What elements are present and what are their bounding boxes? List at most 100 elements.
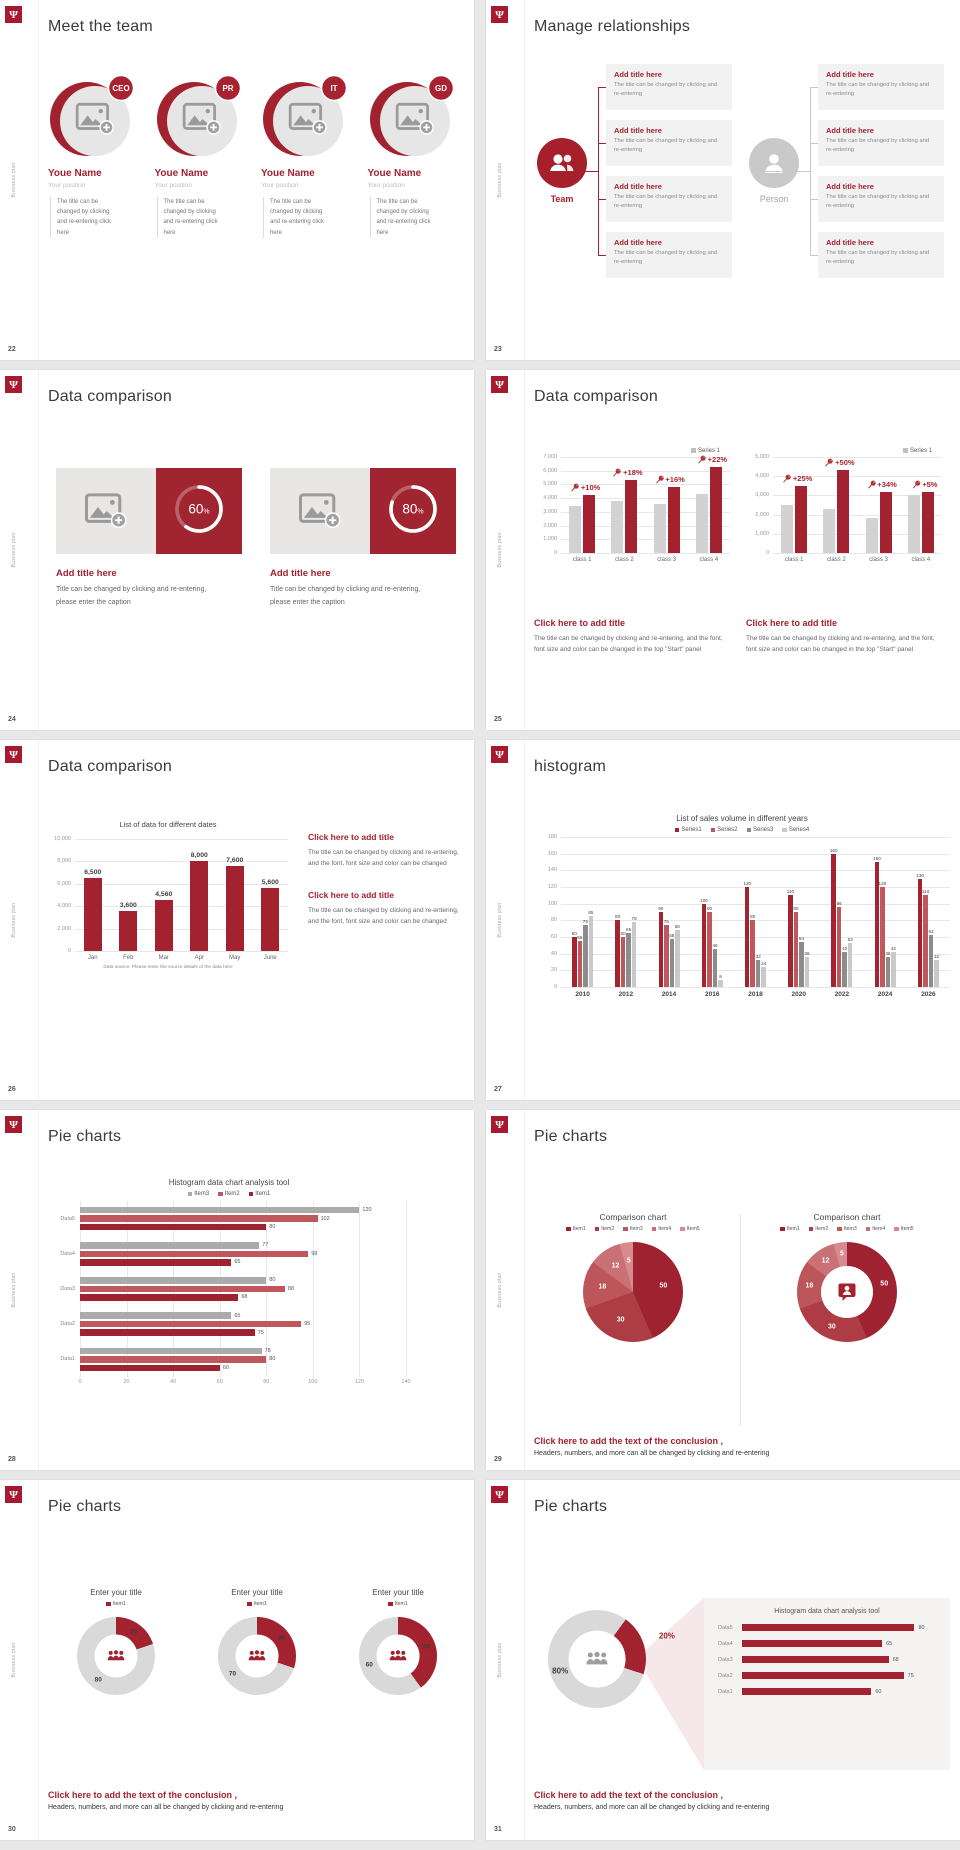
info-box-title: Add title here (614, 238, 662, 247)
legend-label: Item1 (394, 1601, 408, 1607)
horizontal-bar-chart: Data5 Data4 Data3 Data2 Data1 120 102 80 77 98 65 8… (52, 1201, 411, 1388)
page-number: 23 (494, 346, 502, 353)
connector-lines (756, 64, 818, 278)
column-chart: 5,000 4,000 3,000 2,000 1,000 0 +25% +50% +34% +5… (746, 454, 942, 563)
legend-item: Item5 (680, 1226, 700, 1232)
gridline (561, 853, 950, 855)
bar-value: 120 (362, 1207, 372, 1214)
slide-pie-charts-hbar: Ψ Business plan 28 Pie charts Histogram … (0, 1110, 474, 1470)
slice-label: 5 (626, 1257, 631, 1265)
people-icon (389, 1650, 408, 1663)
bar-group: 160 96 42 53 (830, 848, 853, 987)
sidebar-label: Business plan (497, 902, 503, 938)
x-tick-label: 20 (123, 1379, 130, 1385)
legend-swatch (218, 1191, 223, 1197)
member-name: Youe Name (367, 168, 422, 179)
legend-item: Item1 (566, 1226, 586, 1232)
y-axis: 180 160 140 120 100 80 60 40 20 0 (547, 834, 557, 990)
bar: 54 (799, 936, 804, 987)
sidebar-label: Business plan (497, 162, 503, 198)
bar-value: 78 (264, 1347, 271, 1354)
chart-legend: Item3 Item2 Item1 (52, 1191, 406, 1197)
info-box-desc: The title can be changed by clicking and… (614, 194, 718, 209)
growth-annotation: +5% (912, 480, 937, 489)
donut-block: Comparison chart Item1 Item2 Item3 Item4 Ite… (748, 1212, 946, 1342)
card-caption: Title can be changed by clicking and re-… (56, 586, 207, 606)
column-chart: 10,000 8,000 6,000 4,000 2,000 0 6,500 3,600 4,5… (48, 836, 288, 961)
x-tick-label: 60 (216, 1379, 223, 1385)
bar-value: 110 (921, 889, 930, 895)
x-tick-label: June (263, 955, 277, 961)
bar-value: 53 (847, 936, 853, 942)
donut-chart: 30 70 (218, 1617, 296, 1695)
legend-swatch (187, 1191, 193, 1197)
bar-value: 5,600 (261, 879, 279, 887)
x-tick-label: 40 (170, 1379, 177, 1385)
bar: 80 (80, 1277, 275, 1284)
chart-legend: Series 1 (534, 446, 730, 455)
bar-value: 4,560 (155, 890, 173, 898)
bar (742, 1688, 872, 1695)
pushpin-icon (867, 480, 876, 489)
bar-value: 60 (571, 931, 577, 936)
slide-title: Pie charts (48, 1498, 122, 1515)
bar (742, 1640, 883, 1647)
gridline (561, 987, 950, 988)
growth-label: +22% (707, 454, 728, 464)
gridline (561, 937, 950, 938)
x-tick-label: 2024 (877, 991, 893, 998)
column-chart: 180 160 140 120 100 80 60 40 20 0 60 55 75 85 80 60 65 78… (534, 834, 950, 998)
slice-label: 50 (880, 1280, 889, 1288)
pushpin-icon (613, 468, 622, 477)
sidebar-label: Business plan (11, 902, 17, 938)
slice-label: 18 (598, 1283, 607, 1291)
legend-item: Item2 (218, 1191, 240, 1197)
people-icon (585, 1651, 609, 1667)
legend-item: Item3 (837, 1226, 857, 1232)
legend-label: Series3 (753, 827, 774, 833)
bar-value: 58 (669, 932, 675, 938)
bar-value: 60 (222, 1364, 229, 1371)
slide-title: Pie charts (48, 1128, 122, 1145)
bar: +18% (613, 468, 643, 553)
chart-footnote: Data source: Please enter the source det… (103, 965, 233, 970)
bar: 110 (787, 889, 794, 987)
x-tick-label: 2014 (661, 991, 677, 998)
slide-content: Meet the team CEO Youe Name Your position… (48, 18, 466, 352)
caption-body: The title can be changed by clicking and… (534, 635, 723, 654)
bar-value: 60 (620, 931, 626, 936)
bar-value: 90 (658, 906, 664, 911)
category-label: Data1 (718, 1688, 733, 1695)
plot-area: +10% +18% +16% +22% (561, 454, 730, 554)
bar-group: +16% (653, 475, 685, 553)
sidebar-label: Business plan (11, 1642, 17, 1678)
slide-histogram: Ψ Business plan 27 histogram List of sal… (486, 740, 960, 1100)
legend-label: Item2 (815, 1226, 829, 1232)
x-tick-label: 2026 (921, 991, 936, 998)
bar-row: Data2 75 (718, 1672, 936, 1679)
bar: 120 (743, 881, 751, 987)
bar (653, 503, 666, 553)
donut-chart: 20% 80% (548, 1610, 675, 1708)
gridline (561, 525, 730, 527)
card-heading: Add title here (56, 568, 117, 579)
person-icon (749, 138, 799, 188)
university-logo-icon: Ψ (491, 376, 508, 393)
bar: 24 (761, 961, 766, 987)
university-logo-icon: Ψ (491, 1116, 508, 1133)
x-tick-label: class 1 (784, 557, 804, 563)
bar: 85 (588, 910, 593, 987)
bar-group: +34% (865, 480, 897, 553)
growth-label: +18% (623, 468, 643, 478)
legend-label: Series4 (788, 827, 810, 833)
bar: 120 (879, 881, 886, 987)
bar-group: 100 90 46 9 (700, 898, 723, 987)
chart-title: Enter your title (372, 1588, 424, 1597)
bar-value: 36 (885, 951, 891, 956)
conclusion-title: Click here to add the text of the conclu… (534, 1436, 724, 1446)
info-box: Add title here The title can be changed b… (606, 64, 732, 110)
gridline (561, 511, 730, 513)
chart-title: List of data for different dates (119, 820, 217, 829)
x-axis: Jan Feb Mar Apr May June (75, 955, 288, 961)
